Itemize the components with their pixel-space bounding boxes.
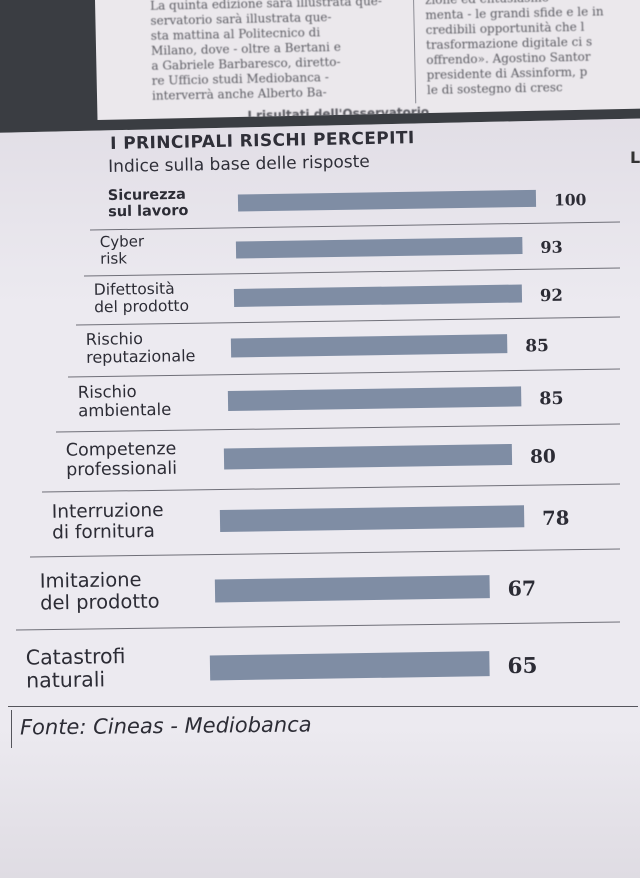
category-label: del prodotto xyxy=(40,590,160,615)
category-label: ambientale xyxy=(78,400,171,420)
category-label: Competenze xyxy=(66,439,177,461)
value-label: 92 xyxy=(540,286,563,305)
bar xyxy=(223,443,513,470)
row-separator xyxy=(67,368,621,378)
category-label: del prodotto xyxy=(94,297,189,316)
bar xyxy=(237,189,537,212)
category-label: Cyber xyxy=(100,232,145,251)
bar xyxy=(227,386,522,411)
row-separator xyxy=(89,221,621,231)
category-label: Rischio xyxy=(86,329,143,349)
value-label: 80 xyxy=(530,446,556,467)
source-rule xyxy=(8,706,638,707)
value-label: 65 xyxy=(507,654,537,679)
category-label: Imitazione xyxy=(40,568,142,593)
category-label: Catastrofi xyxy=(26,644,126,670)
bar xyxy=(230,334,508,358)
bar xyxy=(235,237,523,259)
value-label: 100 xyxy=(554,190,587,210)
row-separator xyxy=(41,483,621,493)
row-separator xyxy=(29,548,621,558)
category-label: Interruzione xyxy=(52,500,164,523)
category-label: Difettosità xyxy=(94,280,175,299)
bar xyxy=(219,505,525,532)
category-label: di fornitura xyxy=(52,521,155,544)
adjacent-article-letter: L xyxy=(630,148,640,167)
row-separator xyxy=(55,423,621,433)
value-label: 67 xyxy=(508,576,537,600)
row-separator xyxy=(15,621,621,631)
bar xyxy=(209,651,490,681)
row-separator xyxy=(75,316,621,326)
source-vertical-rule xyxy=(11,710,12,748)
bar xyxy=(214,575,490,603)
value-label: 78 xyxy=(542,507,569,530)
chart-source: Fonte: Cineas - Mediobanca xyxy=(19,712,312,740)
chart-block: I PRINCIPALI RISCHI PERCEPITI Indice sul… xyxy=(8,128,640,748)
category-label: professionali xyxy=(66,459,177,481)
category-label: Sicurezza xyxy=(108,187,186,204)
category-label: Rischio xyxy=(78,382,137,402)
category-label: risk xyxy=(100,249,127,267)
row-separator xyxy=(83,267,621,277)
value-label: 93 xyxy=(540,238,563,257)
category-label: sul lavoro xyxy=(108,203,189,220)
category-label: reputazionale xyxy=(86,346,196,367)
value-label: 85 xyxy=(539,389,564,409)
bar xyxy=(233,284,523,307)
value-label: 85 xyxy=(525,336,549,356)
category-label: naturali xyxy=(26,667,105,692)
